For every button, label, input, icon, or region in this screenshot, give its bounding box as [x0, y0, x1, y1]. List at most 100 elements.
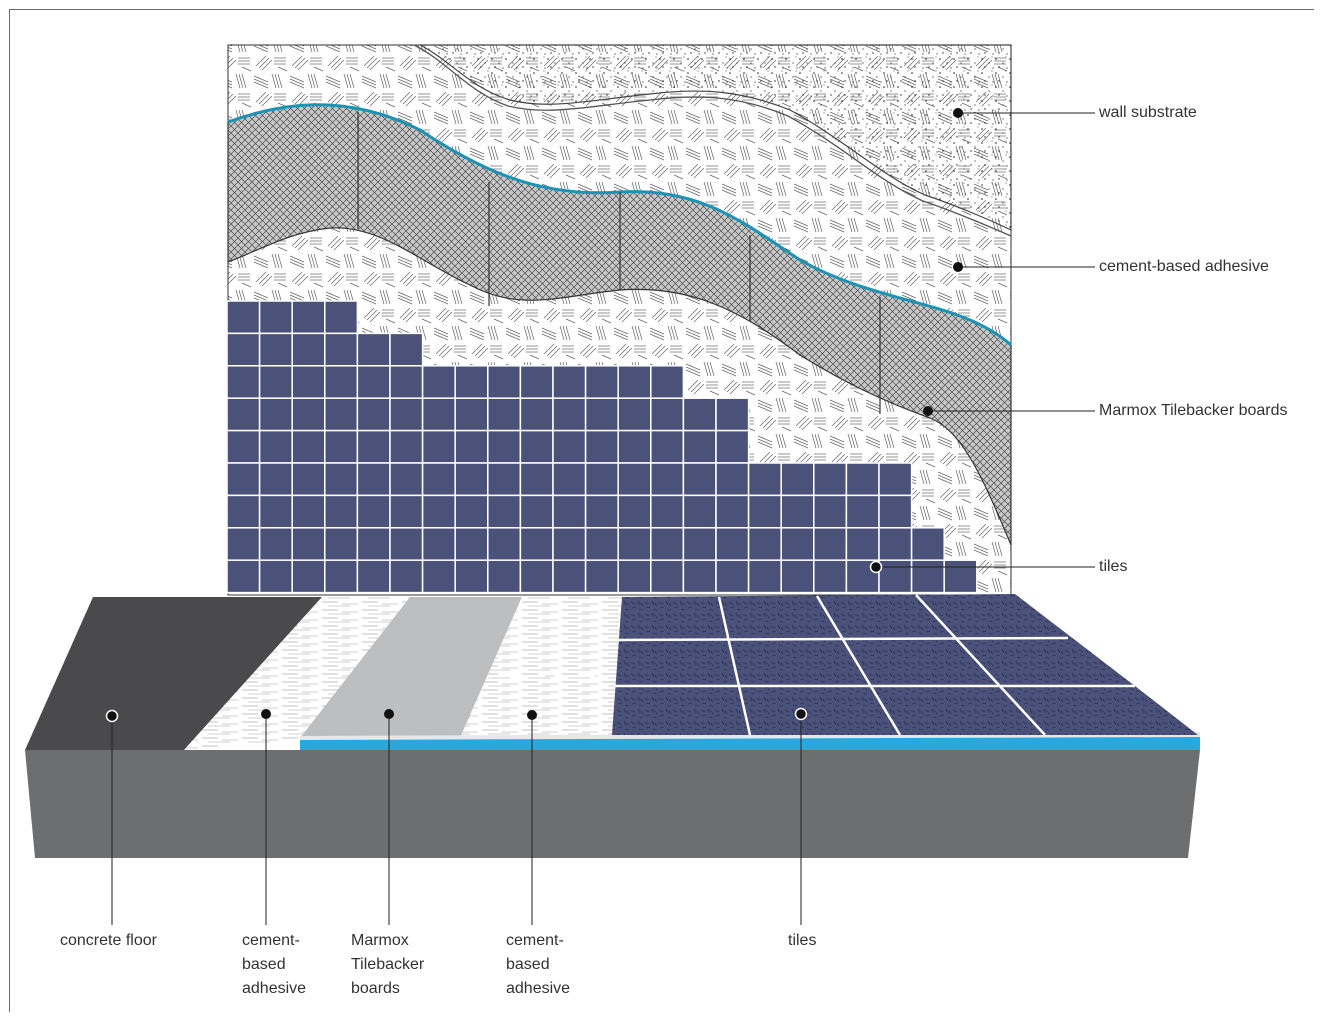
label-wall-substrate: wall substrate: [1099, 104, 1197, 121]
callout-dot-floor-tilebacker: [384, 709, 394, 719]
wall-tile: [650, 462, 685, 497]
wall-tile: [552, 365, 587, 399]
wall-tile: [519, 494, 554, 529]
callout-dots: [105, 108, 963, 723]
floor-dashes: [495, 675, 595, 677]
callout-dot-wall-tilebacker: [923, 406, 933, 416]
wall-tile: [291, 365, 326, 399]
wall-tile: [617, 462, 652, 497]
wall-tile: [780, 559, 815, 594]
wall-tile: [356, 429, 391, 464]
wall-tile: [356, 462, 391, 497]
wall-tile: [650, 397, 685, 432]
wall-tile: [454, 397, 489, 432]
wall-tile: [389, 332, 424, 367]
wall-tile: [421, 397, 456, 432]
wall-tile: [487, 527, 522, 561]
wall-tile: [519, 527, 554, 561]
wall-tile: [552, 397, 587, 432]
wall-tile: [519, 462, 554, 497]
wall-tile: [421, 527, 456, 561]
wall-tile: [715, 397, 750, 432]
wall-tile: [845, 527, 880, 561]
wall-tile: [780, 462, 815, 497]
wall-tile: [258, 527, 293, 561]
wall-tile: [226, 527, 261, 561]
wall-tile: [617, 397, 652, 432]
label-floor-cement-adhesive-2: cement- based adhesive: [506, 932, 571, 997]
wall-tile: [291, 332, 326, 367]
wall-tile: [226, 332, 261, 367]
wall-tile: [258, 300, 293, 335]
wall-tile: [324, 559, 359, 594]
wall-tile: [356, 527, 391, 561]
wall-tile: [258, 494, 293, 529]
callout-lines: [111, 112, 1095, 925]
floor-tile-field: [612, 594, 1198, 735]
figure-frame: [9, 9, 1314, 1012]
floor-section: [25, 594, 1200, 858]
wall-tile: [324, 300, 359, 335]
wall-tile: [487, 397, 522, 432]
wall-tile: [226, 365, 261, 399]
wall-tile: [519, 397, 554, 432]
wall-tile: [226, 429, 261, 464]
wall-tile: [226, 494, 261, 529]
wall-tile: [617, 494, 652, 529]
wall-tile: [682, 429, 717, 464]
wall-tile: [878, 527, 913, 561]
wall-tile: [552, 527, 587, 561]
wall-tile: [617, 559, 652, 594]
wall-tile: [617, 365, 652, 399]
wall-tile: [845, 494, 880, 529]
wall-tile: [258, 429, 293, 464]
wall-tile: [421, 429, 456, 464]
wall-tile: [454, 429, 489, 464]
wall-tile: [910, 559, 945, 594]
wall-tile: [682, 559, 717, 594]
wall-tile: [813, 462, 848, 497]
wall-tile: [747, 462, 782, 497]
wall-tile: [682, 527, 717, 561]
floor-adhesive-strip-1: [184, 597, 410, 750]
wall-tile: [389, 462, 424, 497]
wall-tile: [682, 397, 717, 432]
wall-tile: [487, 559, 522, 594]
concrete-floor-top: [25, 597, 322, 750]
wall-tile: [584, 462, 619, 497]
wall-tile: [780, 494, 815, 529]
wall-tile: [487, 462, 522, 497]
wall-tile: [487, 365, 522, 399]
callout-dot-wall-substrate: [953, 108, 963, 118]
wall-tile: [584, 527, 619, 561]
wall-tile: [421, 494, 456, 529]
wall-tile: [258, 462, 293, 497]
wall-tile: [291, 527, 326, 561]
wall-tile: [552, 559, 587, 594]
wall-tile: [389, 527, 424, 561]
wall-tile: [650, 527, 685, 561]
callout-dot-wall-tiles: [869, 560, 883, 574]
wall-tile: [389, 429, 424, 464]
floor-adhesive-strip-2: [460, 597, 622, 738]
wall-tile: [878, 494, 913, 529]
wall-tile: [421, 365, 456, 399]
wall-tile: [324, 429, 359, 464]
wall-tile: [552, 494, 587, 529]
wall-tile: [258, 365, 293, 399]
wall-tile: [389, 494, 424, 529]
wall-tiles: [226, 300, 978, 594]
wall-tile: [291, 494, 326, 529]
wall-tile: [715, 559, 750, 594]
wall-tile: [715, 494, 750, 529]
wall-tile: [943, 559, 978, 594]
wall-tile: [291, 559, 326, 594]
wall-tile: [389, 365, 424, 399]
wall-tile: [552, 462, 587, 497]
wall-tile: [487, 429, 522, 464]
wall-tile: [389, 559, 424, 594]
wall-tile: [878, 462, 913, 497]
wall-tile: [650, 559, 685, 594]
wall-tile: [291, 397, 326, 432]
